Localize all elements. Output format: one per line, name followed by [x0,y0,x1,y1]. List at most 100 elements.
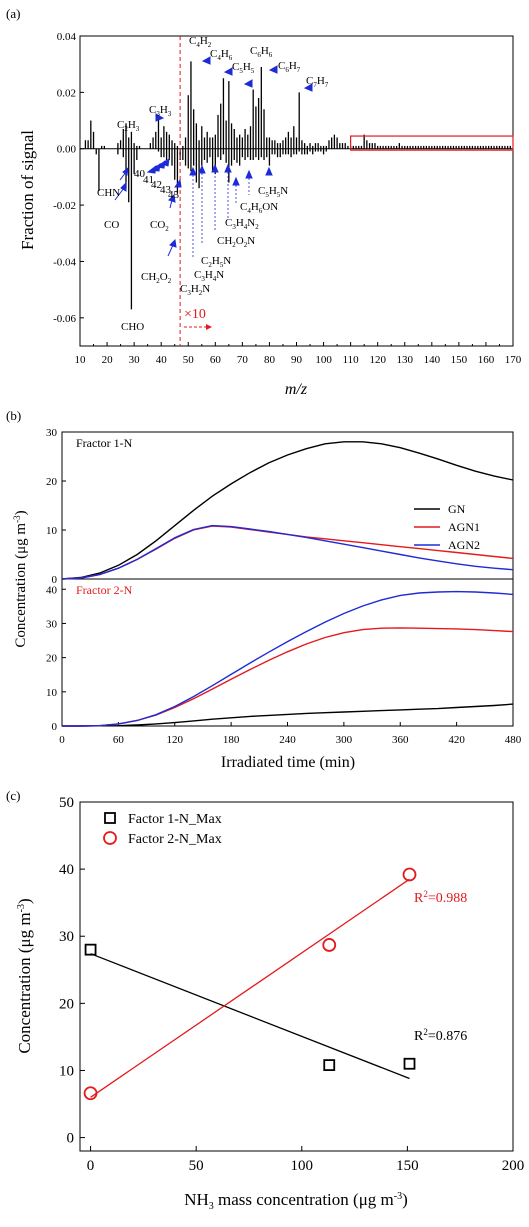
ion-c3h2n: C3H2N [180,283,210,297]
legend-factor2-label: Factor 2-N_Max [128,832,222,847]
ion-part: 2 [255,223,259,231]
mass-label-40: 40 [134,168,146,180]
panel-b-ylabel: Concentration (μg m-3) [12,510,29,647]
panel-c-ylabel-sup: -3 [16,904,27,912]
y-tick-label: 10 [46,525,58,537]
x-tick-label: 70 [237,354,249,366]
mass-label-42: 42 [151,179,162,191]
ion-part: 6 [285,66,289,74]
series-top-agn2 [61,524,514,580]
ion-part: 7 [297,66,301,74]
ion-part: 3 [232,223,236,231]
ion-part: 6 [229,54,233,62]
ion-part: O [262,201,270,213]
x-tick-label: 150 [396,1158,419,1174]
legend-gn-label: GN [448,502,466,516]
panel-c-xlabel-sup: -3 [394,1191,402,1202]
ion-part: N [280,185,288,197]
y-tick-label: 0 [67,1131,75,1147]
ion-part: 6 [259,207,263,215]
r2-black-base: R [414,1029,424,1044]
ion-labels: C2H3 C3H3 C4H2 C4H6 C5H5 C6H6 C6H7 C7H7 … [97,35,329,333]
x-tick-label: 200 [502,1158,525,1174]
x-tick-label: 100 [315,354,332,366]
ion-part: H [289,60,297,72]
y-tick-label: 40 [46,584,58,596]
ion-part: H [200,35,208,47]
x-tick-label: 120 [369,354,386,366]
y-tick-label: 0.00 [57,144,77,156]
multiplier-arrow-head [206,324,212,330]
panel-c-legend: Factor 1-N_Max Factor 2-N_Max [103,812,222,847]
ion-part: 3 [168,110,172,118]
factor1-point [403,1057,416,1070]
panel-a-frame [79,35,514,347]
ion-part: 3 [156,110,160,118]
ion-part: C [149,104,156,116]
ion-part: CO [150,219,165,231]
legend-factor2-marker [103,831,117,845]
r2-red: R2=0.988 [414,889,467,906]
x-tick-label: 90 [291,354,303,366]
ion-c3h3: C3H3 [149,104,172,118]
ion-part: H [160,104,168,116]
ion-part: N [223,255,231,267]
ion-part: N [202,283,210,295]
ion-co: CO [104,219,119,231]
mass-label-41: 41 [143,174,154,186]
ion-part: 2 [156,277,160,285]
ion-part: 2 [244,241,248,249]
x-tick-label: 0 [59,734,65,746]
x-tick-label: 170 [505,354,522,366]
x-tick-label: 150 [451,354,468,366]
panel-a-xlabel: m/z [285,381,308,398]
panel-c-fit-lines [90,878,410,1098]
ion-part: C [180,283,187,295]
panel-b-top-title: Fractor 1-N [76,436,133,450]
x-tick-label: 160 [478,354,495,366]
panel-c-xlabel-base: NH [184,1190,209,1209]
ion-part: C [250,45,257,57]
r2-black-sup: 2 [423,1027,428,1037]
ion-part: CHN [97,187,120,199]
panel-b-bottom-title: Fractor 2-N [76,583,133,597]
x-tick-label: 130 [397,354,414,366]
ion-part: CHO [121,321,144,333]
ion-part: 5 [239,67,243,75]
panel-b-lines [61,441,514,727]
ion-part: C [225,217,232,229]
ion-part: 5 [220,261,224,269]
highlight-box [350,135,514,151]
ion-part: 3 [201,275,205,283]
ion-ch2o2n: CH2O2N [217,235,255,249]
y-tick-label: 20 [46,476,58,488]
y-tick-label: -0.06 [53,313,76,325]
ion-part: C [201,255,208,267]
ion-c4h6on: C4H6ON [240,201,278,215]
x-tick-label: 240 [279,734,296,746]
panel-a-label: (a) [6,6,20,21]
ion-co2: CO2 [150,219,169,233]
panel-c-axes: 0 50 100 150 200 0 10 20 30 40 50 [59,795,524,1174]
ion-part: 3 [136,125,140,133]
r2-black: R2=0.876 [414,1027,467,1044]
ion-part: H [251,201,259,213]
fit-line-2 [90,878,410,1098]
y-tick-label: 50 [59,795,74,811]
ion-part: H [236,217,244,229]
x-tick-label: 50 [183,354,195,366]
ion-part: CH [141,271,156,283]
mass-label-45: 45 [168,189,180,201]
ion-c5h5n: C5H5N [258,185,288,199]
ion-c3h4n: C3H4N [194,269,224,283]
panel-c-ylabel-end: ) [15,898,34,904]
ion-part: H [205,269,213,281]
ion-part: CO [104,219,119,231]
ion-part: 2 [232,241,236,249]
x-tick-label: 0 [87,1158,95,1174]
positive-ion-arrows [155,56,313,122]
ion-cho: CHO [121,321,144,333]
ion-c2h3: C2H3 [117,119,140,133]
ion-part: O [160,271,168,283]
x-tick-label: 40 [156,354,168,366]
